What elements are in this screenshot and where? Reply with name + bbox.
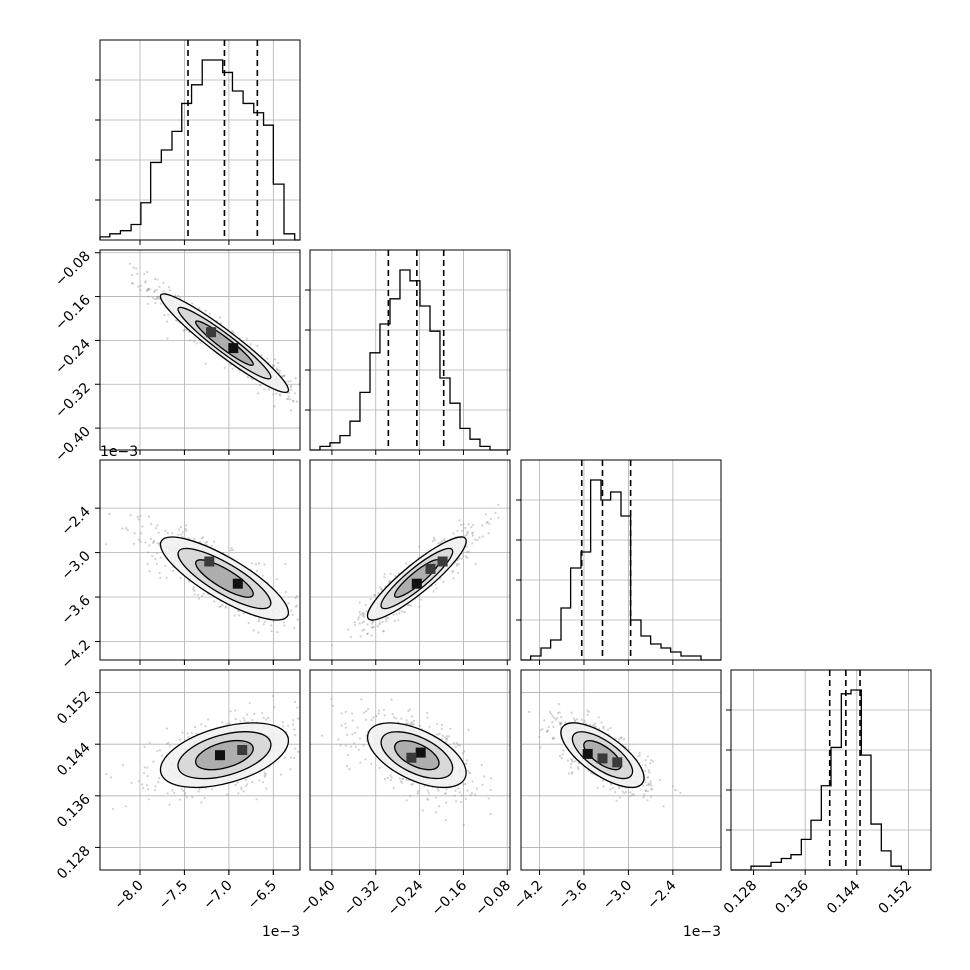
scatter-panel-0-2: [99, 459, 301, 661]
x-tick-label: −7.5: [156, 878, 191, 913]
y-tick-label: −2.4: [58, 504, 93, 539]
y-tick-label: −3.6: [58, 592, 93, 627]
density-peak: [411, 578, 422, 589]
density-peak: [406, 752, 417, 763]
density-peak: [228, 343, 239, 354]
density-peak: [437, 556, 448, 567]
x-tick-label: −6.5: [245, 878, 280, 913]
x-tick-label: −3.6: [555, 877, 590, 912]
scatter-panel-1-3: [309, 669, 511, 871]
x-tick-label: −0.32: [341, 878, 383, 920]
histogram-0: [99, 59, 300, 241]
contours-1-3: [366, 722, 467, 789]
histogram-panel-0: [99, 39, 301, 241]
y-tick-label: 0.152: [54, 688, 94, 728]
histogram-2: [521, 479, 721, 661]
y-tick-label: −0.32: [52, 380, 94, 422]
density-peak: [215, 750, 225, 761]
contours-0-2: [159, 536, 290, 621]
x-tick-label: −7.0: [200, 878, 235, 913]
tick-layer: [95, 79, 909, 875]
y-tick-label: 0.128: [54, 843, 94, 883]
histogram-3: [731, 689, 931, 871]
density-peak: [232, 578, 243, 589]
y-offset-label: 1e−3: [100, 444, 138, 460]
histogram-1: [310, 269, 510, 451]
x-tick-label: −0.16: [429, 877, 471, 919]
y-tick-label: 0.136: [54, 791, 94, 831]
contour-layer: [159, 293, 645, 789]
density-peak: [612, 757, 623, 768]
density-peak: [415, 747, 426, 758]
x-tick-label: −0.24: [385, 877, 427, 919]
histogram-layer: [99, 40, 931, 871]
y-tick-label: −0.16: [52, 292, 94, 334]
density-peak: [206, 327, 217, 338]
y-tick-label: −0.08: [52, 248, 94, 290]
x-tick-label: 0.152: [876, 878, 916, 918]
x-offset-label: 1e−3: [683, 924, 721, 940]
tick-label-layer: −8.0 −7.5 −7.0 −6.51e−3−0.40 −0.32 −0.24 −0.16…: [52, 248, 915, 940]
contours-0-3: [159, 722, 290, 789]
y-tick-label: −0.24: [52, 336, 94, 378]
histogram-panel-2: [520, 459, 722, 661]
density-peak: [597, 753, 608, 764]
histogram-panel-3: [730, 669, 932, 871]
x-tick-label: −0.40: [297, 878, 339, 920]
contour-level: [194, 320, 254, 366]
y-tick-label: −0.40: [52, 424, 94, 466]
x-tick-label: 0.144: [824, 877, 864, 917]
x-tick-label: −8.0: [111, 878, 146, 913]
histogram-panel-1: [309, 249, 511, 451]
scatter-panel-0-3: [99, 669, 301, 871]
y-tick-label: −3.0: [58, 548, 93, 583]
frame-layer: [99, 39, 932, 871]
density-peak: [204, 556, 215, 567]
contours-2-3: [560, 722, 645, 789]
density-peak: [425, 563, 436, 574]
x-offset-label: 1e−3: [262, 924, 300, 940]
scatter-panel-0-1: [99, 249, 301, 451]
scatter-panel-1-2: [309, 459, 511, 661]
x-tick-label: −3.0: [600, 878, 635, 913]
y-tick-label: 0.144: [54, 740, 94, 780]
contours-0-1: [159, 293, 290, 394]
x-tick-label: −2.4: [644, 877, 679, 912]
x-tick-label: −4.2: [511, 878, 546, 913]
x-tick-label: −0.08: [472, 878, 514, 920]
contours-1-2: [366, 536, 467, 621]
x-tick-label: 0.136: [772, 877, 812, 917]
density-peak: [582, 748, 593, 759]
scatter-panel-2-3: [520, 669, 722, 871]
y-tick-label: −4.2: [58, 637, 93, 672]
x-tick-label: 0.128: [721, 878, 761, 918]
density-peak: [237, 745, 248, 755]
